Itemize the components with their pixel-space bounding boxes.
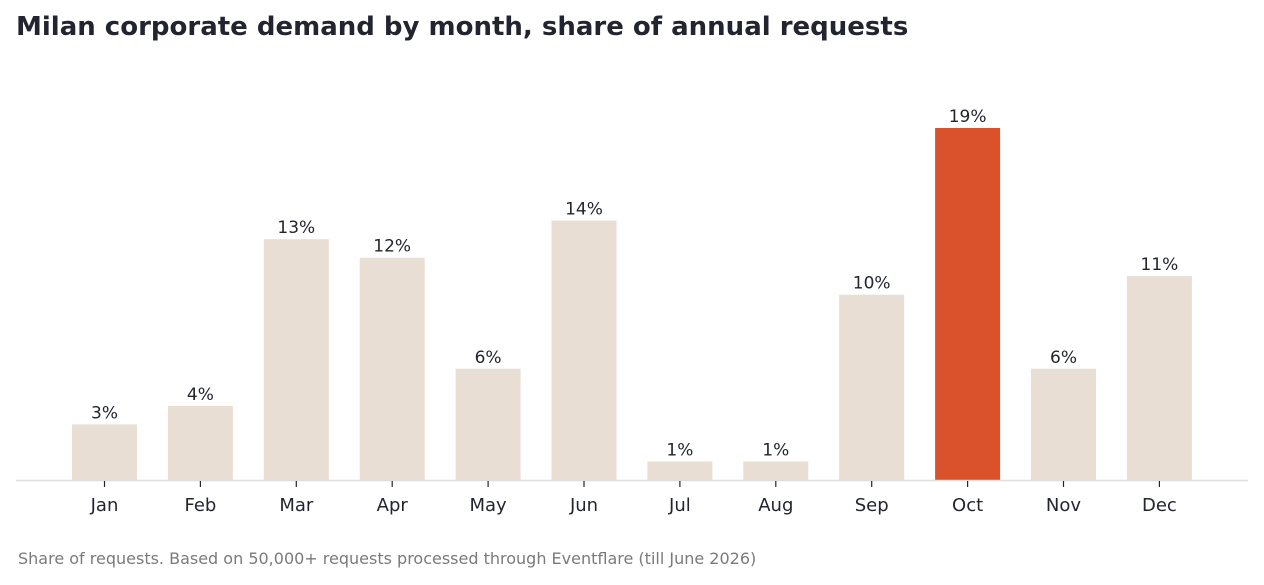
x-tick-label-dec: Dec — [1142, 495, 1177, 516]
x-tick-label-mar: Mar — [279, 495, 314, 516]
data-label-may: 6% — [475, 348, 502, 368]
x-tick-label-jan: Jan — [90, 495, 119, 516]
bar-dec — [1126, 276, 1192, 480]
x-tick-label-feb: Feb — [184, 495, 216, 516]
x-tick-label-aug: Aug — [758, 495, 793, 516]
data-label-jul: 1% — [666, 441, 693, 461]
x-axis-ticks: Jan Feb Mar Apr May Jun Jul Aug Sep Oct Nov Dec — [90, 481, 1177, 516]
bar-jan — [72, 424, 137, 480]
x-tick-label-jun: Jun — [569, 495, 598, 516]
bar-jun — [551, 220, 617, 480]
bar-nov — [1031, 368, 1096, 480]
data-label-apr: 12% — [373, 237, 411, 257]
x-tick-label-oct: Oct — [952, 495, 983, 516]
data-label-aug: 1% — [762, 441, 789, 461]
x-tick-label-sep: Sep — [855, 495, 889, 516]
data-label-sep: 10% — [853, 274, 891, 294]
data-label-jan: 3% — [91, 403, 118, 423]
bar-feb — [167, 405, 233, 480]
x-tick-label-may: May — [469, 495, 507, 516]
bar-mar — [263, 239, 329, 480]
data-label-jun: 14% — [565, 200, 603, 220]
bar-sep — [839, 294, 905, 480]
bar-jul — [647, 461, 713, 480]
data-label-mar: 13% — [277, 218, 315, 238]
data-label-dec: 11% — [1141, 255, 1179, 275]
bar-oct — [935, 128, 1001, 480]
chart-footnote: Share of requests. Based on 50,000+ requ… — [18, 549, 757, 568]
x-tick-label-jul: Jul — [668, 495, 691, 516]
data-label-oct: 19% — [949, 107, 987, 127]
bar-may — [455, 368, 521, 480]
bar-aug — [743, 461, 809, 480]
bars-group: 3% 4% 13% 12% 6% 14% 1% 1% 10% 19% 6% 11% — [72, 107, 1192, 480]
data-label-nov: 6% — [1050, 348, 1077, 368]
bar-apr — [359, 257, 425, 480]
data-label-feb: 4% — [187, 385, 214, 405]
x-tick-label-nov: Nov — [1046, 495, 1081, 516]
chart-title: Milan corporate demand by month, share o… — [16, 12, 909, 42]
x-tick-label-apr: Apr — [377, 495, 409, 516]
